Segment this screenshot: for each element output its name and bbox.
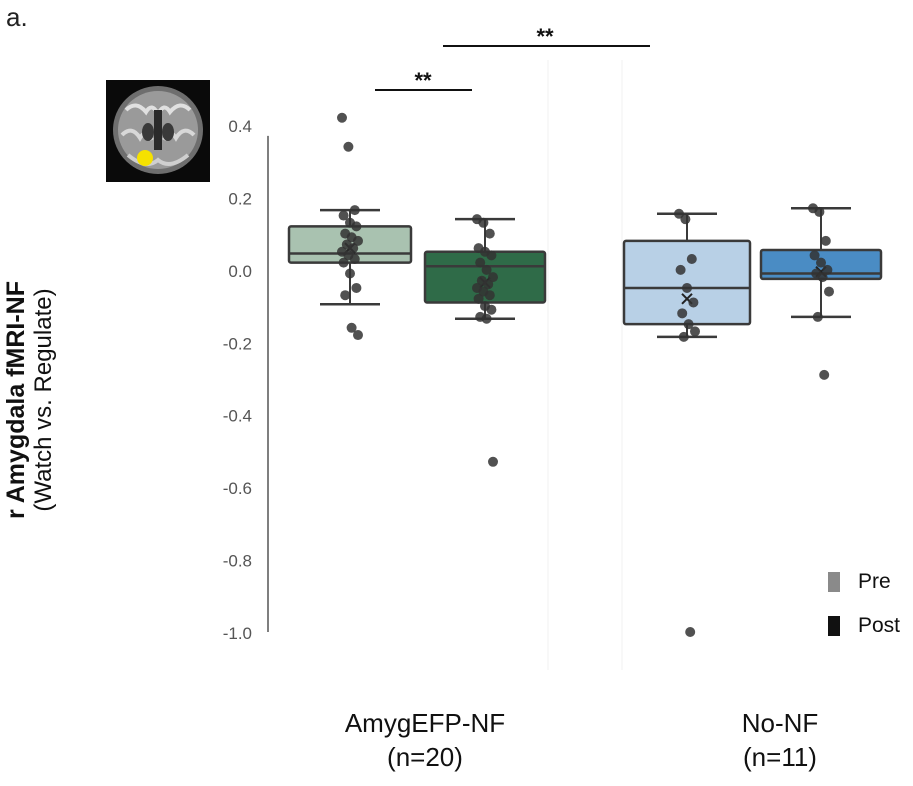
data-point (338, 210, 349, 221)
data-point (814, 206, 825, 217)
legend-label: Pre (858, 570, 891, 593)
significance-label: ** (536, 24, 554, 49)
data-point (483, 279, 494, 290)
legend-label: Post (858, 614, 901, 637)
data-point (486, 304, 497, 315)
data-point (349, 253, 360, 264)
data-point (685, 627, 696, 637)
data-point (343, 141, 354, 152)
group-n: (n=11) (743, 742, 817, 772)
data-point (346, 322, 357, 333)
data-point (481, 264, 492, 275)
data-point (812, 311, 823, 322)
data-point (351, 282, 362, 293)
group-name: AmygEFP-NF (344, 708, 506, 738)
y-tick-label: -0.8 (223, 552, 252, 571)
data-point (820, 235, 831, 246)
data-point (677, 308, 688, 319)
legend-item-post: Post (828, 604, 900, 648)
data-point (351, 221, 362, 232)
data-point (817, 272, 828, 283)
y-tick-label: -1.0 (223, 624, 252, 643)
data-point (478, 217, 489, 228)
y-tick-label: 0.4 (228, 117, 252, 136)
data-point (484, 228, 495, 239)
data-point (481, 313, 492, 324)
data-point (688, 297, 699, 308)
data-point (683, 319, 694, 330)
group-label-amygefp: AmygEFP-NF (n=20) (310, 706, 540, 774)
data-point (348, 243, 359, 254)
y-tick-label: -0.4 (223, 407, 252, 426)
data-point (338, 257, 349, 268)
data-point (473, 293, 484, 304)
y-tick-label: 0.0 (228, 262, 252, 281)
legend-swatch-post (828, 616, 840, 636)
data-point (678, 331, 689, 342)
data-point (819, 369, 830, 380)
data-point (824, 286, 834, 297)
y-tick-label: -0.6 (223, 479, 252, 498)
amygdala-roi-marker (137, 150, 153, 166)
data-point (488, 272, 498, 283)
panel-label: a. (6, 2, 28, 32)
data-point (337, 112, 347, 123)
legend-swatch-pre (828, 572, 840, 592)
brain-slice-graphic (113, 86, 203, 174)
data-point (809, 250, 820, 261)
data-point (349, 205, 360, 216)
y-tick-label: -0.2 (223, 334, 252, 353)
legend-item-pre: Pre (828, 560, 900, 604)
data-point (340, 290, 351, 301)
data-point (822, 264, 833, 275)
data-point (690, 326, 700, 337)
y-tick-label: 0.2 (228, 189, 252, 208)
group-name: No-NF (741, 708, 819, 738)
significance-label: ** (414, 68, 432, 93)
data-point (475, 257, 486, 268)
data-point (353, 235, 363, 246)
data-point (680, 214, 691, 225)
data-point (675, 264, 686, 275)
data-point (488, 456, 498, 467)
brain-mri-icon (106, 80, 210, 182)
data-point (345, 268, 355, 279)
box-No-NF-Pre (622, 239, 752, 326)
group-n: (n=20) (387, 742, 463, 772)
data-point (484, 290, 495, 301)
legend: Pre Post (828, 560, 900, 648)
group-label-nonf: No-NF (n=11) (680, 706, 880, 774)
data-point (353, 330, 363, 341)
data-point (816, 257, 826, 268)
data-point (682, 282, 692, 293)
data-point (686, 253, 697, 264)
data-point (486, 250, 497, 261)
